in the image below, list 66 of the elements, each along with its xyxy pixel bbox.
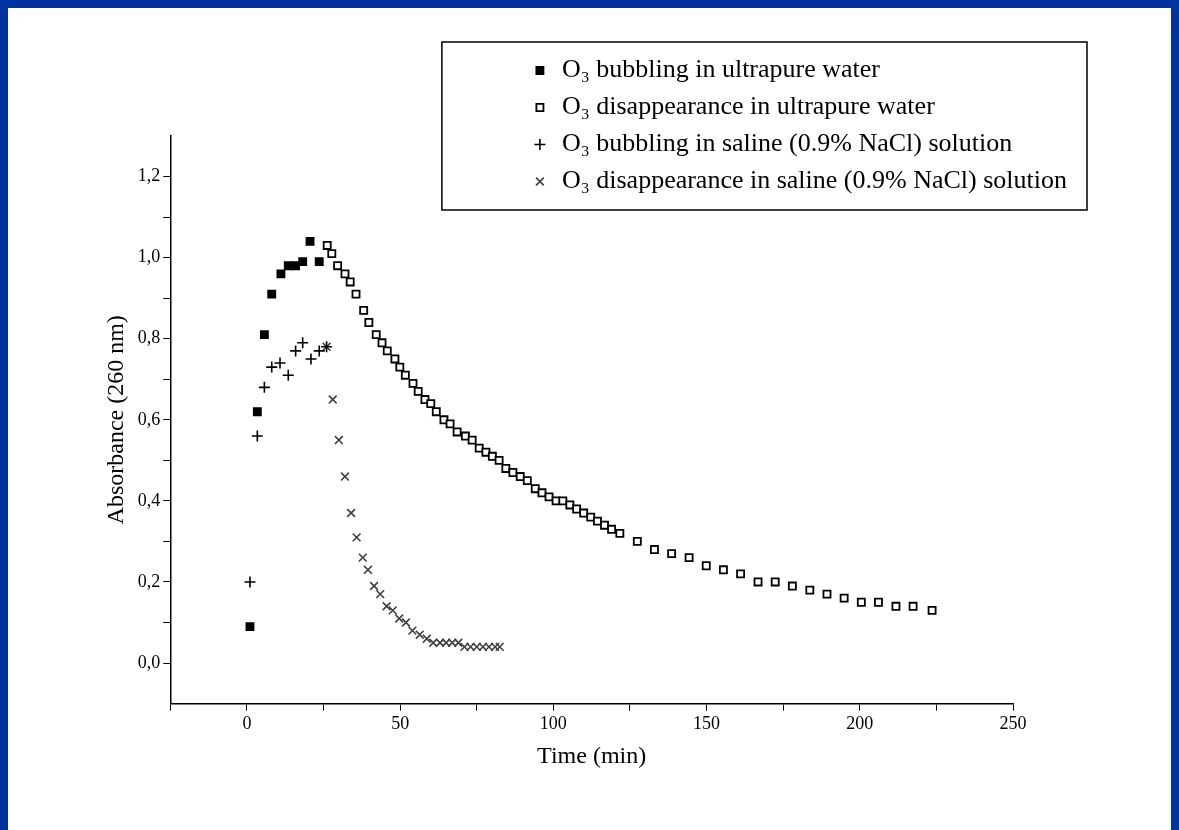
point [422, 634, 432, 644]
point [388, 605, 398, 616]
point [265, 360, 279, 374]
point [369, 581, 379, 591]
legend-label: O₃ bubbling in ultrapure water [561, 54, 881, 84]
point [291, 261, 301, 271]
point [328, 394, 338, 405]
point [243, 575, 257, 589]
point [459, 642, 470, 652]
point [340, 471, 350, 482]
point [351, 532, 362, 543]
legend-label: O₃ disappearance in ultrapure water [561, 91, 936, 121]
x-tick-label: 100 [539, 713, 567, 734]
legend-label: O₃ bubbling in saline (0.9% NaCl) solution [561, 128, 1013, 158]
y-tick-label: 0,2 [137, 570, 161, 591]
point [289, 344, 302, 358]
point [490, 642, 500, 652]
y-tick-label: 0,0 [137, 651, 161, 672]
point [381, 601, 392, 611]
point [447, 638, 457, 648]
point [312, 344, 326, 358]
point [415, 629, 425, 640]
point [251, 429, 264, 443]
point [394, 613, 404, 624]
x-tick-label: 200 [846, 713, 874, 734]
point [267, 289, 277, 299]
x-tick-label: 250 [999, 713, 1027, 734]
point [472, 642, 482, 652]
point [363, 565, 373, 575]
y-tick-label: 1,0 [137, 246, 161, 267]
y-tick-label: 0,6 [137, 408, 161, 429]
point [259, 330, 269, 340]
x-tick-label: 50 [391, 713, 410, 734]
point [346, 508, 356, 518]
point [401, 617, 411, 628]
point [276, 269, 286, 279]
point [495, 642, 505, 652]
point [281, 368, 295, 382]
y-tick-label: 1,2 [137, 165, 161, 186]
point [375, 589, 385, 599]
point [273, 356, 287, 370]
point [358, 552, 368, 563]
point [296, 336, 309, 350]
point [258, 381, 271, 394]
point [441, 638, 451, 648]
x-tick-label: 150 [693, 713, 721, 734]
point [334, 435, 344, 445]
point [407, 625, 418, 636]
point [435, 638, 445, 648]
y-tick-label: 0,4 [137, 489, 161, 510]
point [453, 638, 464, 648]
point [478, 642, 488, 652]
point [305, 236, 315, 246]
point [484, 642, 494, 652]
point [245, 622, 255, 631]
point [304, 352, 318, 366]
y-axis-title: Absorbance (260 nm) [101, 315, 128, 525]
point [252, 407, 262, 417]
point [298, 257, 308, 267]
y-tick-label: 0,8 [137, 327, 161, 348]
x-tick-label: 0 [242, 713, 252, 734]
point [314, 257, 324, 267]
legend-label: O₃ disappearance in saline (0.9% NaCl) solution [561, 165, 1068, 195]
x-axis-title: Time (min) [537, 741, 647, 768]
point [465, 642, 476, 652]
point [428, 638, 438, 648]
